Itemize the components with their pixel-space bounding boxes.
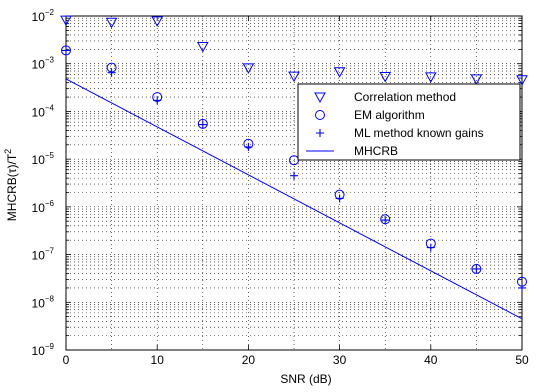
mhcrb-line [65,78,523,320]
triangle-marker [105,17,118,29]
triangle-marker [516,75,528,86]
y-tick-label-base: 10 [32,344,46,358]
plus-marker [62,46,70,55]
plus-marker [290,171,298,180]
y-tick-label-exponent: −7 [45,247,55,256]
legend: Correlation method EM algorithm ML method … [297,83,521,161]
plot-frame [65,15,523,351]
y-tick-label: 10−2 [32,8,55,24]
x-tick-label: 30 [333,353,347,367]
x-axis-title: SNR (dB) [280,372,331,386]
triangle-marker [379,71,392,83]
y-tick-label: 10−4 [32,103,55,119]
series-ml-method-known-gains [62,46,526,292]
y-tick-label-exponent: −5 [45,151,55,160]
y-tick-label-base: 10 [32,249,46,263]
y-tick-label: 10−6 [32,199,55,215]
x-tick-label: 20 [242,353,256,367]
plus-marker [381,216,390,225]
y-tick-label-exponent: −3 [45,56,55,65]
legend-label: MHCRB [354,144,398,158]
x-tick-label: 0 [63,353,70,367]
x-tick-label: 50 [515,353,529,367]
triangle-marker [60,15,72,27]
y-tick-label-base: 10 [32,296,46,310]
circle-marker [315,110,325,120]
plus-marker [198,120,207,129]
plus-marker [316,129,324,137]
triangle-marker [314,92,326,104]
legend-label: ML method known gains [354,126,484,140]
y-tick-label-exponent: −8 [45,294,55,303]
plus-marker [518,283,526,292]
circle-marker [471,263,482,274]
y-axis-title: MHCRB(τ)/T2 [3,149,19,221]
y-axis-title-sup: 2 [3,149,13,154]
plus-marker [244,142,253,151]
circle-marker [61,45,71,56]
y-tick-label-base: 10 [32,10,46,24]
y-tick-label-exponent: −9 [45,342,55,351]
y-tick-label-base: 10 [32,105,46,119]
y-axis-title-main: MHCRB(τ)/T [5,153,19,221]
x-tick-label: 10 [151,353,165,367]
triangle-marker [151,16,164,27]
y-tick-label-exponent: −6 [45,199,55,208]
y-tick-label-exponent: −2 [45,8,55,17]
x-tick-label: 40 [424,353,438,367]
tick-layer: 0 10 20 30 40 5010−910−810−710−610−510−410−31… [32,8,529,367]
series-correlation-method [60,15,528,86]
triangle-marker [333,67,346,78]
plus-marker [335,194,344,203]
legend-label: EM algorithm [354,108,425,122]
y-tick-label-base: 10 [32,153,46,167]
plus-marker [472,264,481,273]
legend-box [297,83,521,161]
triangle-marker [242,63,255,74]
triangle-marker [424,72,437,83]
y-tick-label: 10−9 [32,342,55,358]
triangle-marker [196,41,209,53]
y-tick-label: 10−5 [32,151,55,167]
y-tick-label: 10−3 [32,56,55,72]
y-tick-label-base: 10 [32,58,46,72]
plus-marker [107,68,116,77]
y-tick-label: 10−8 [32,294,55,310]
triangle-marker [288,71,300,83]
y-tick-label: 10−7 [32,247,55,263]
series-mhcrb [65,78,523,320]
plus-marker [426,243,435,252]
plus-marker [153,96,162,105]
triangle-marker [470,74,483,85]
y-tick-label-base: 10 [32,201,46,215]
y-tick-label-exponent: −4 [45,103,55,112]
legend-label: Correlation method [354,90,456,104]
